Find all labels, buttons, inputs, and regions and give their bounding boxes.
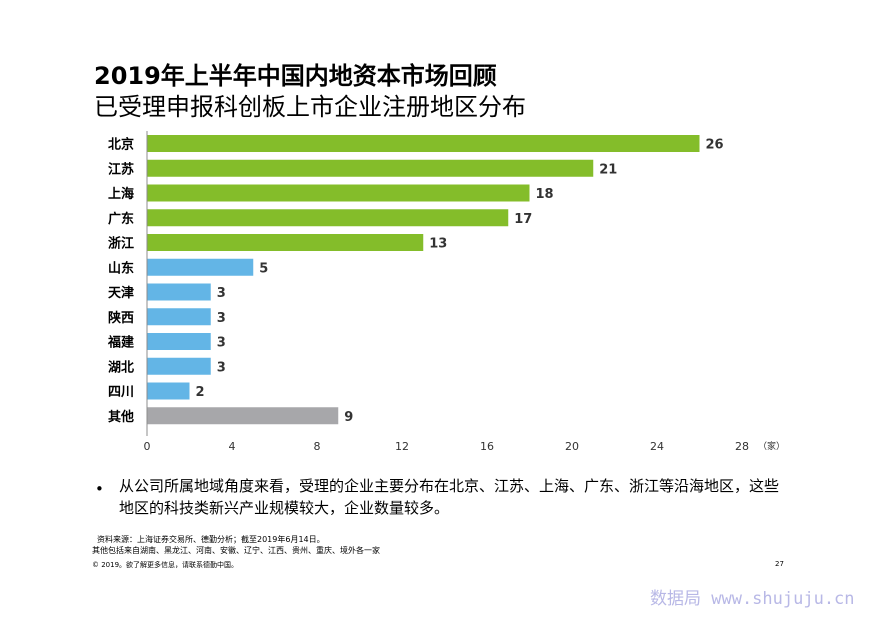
category-label: 山东 <box>108 260 134 276</box>
x-tick-label: 20 <box>565 440 579 453</box>
data-label: 13 <box>429 237 447 252</box>
data-label: 5 <box>259 261 268 276</box>
category-label: 湖北 <box>108 360 134 375</box>
category-label: 江苏 <box>108 161 134 177</box>
data-label: 17 <box>514 212 532 227</box>
x-tick-label: 12 <box>395 440 409 453</box>
x-tick-label: 4 <box>229 440 236 453</box>
data-label: 3 <box>217 336 226 351</box>
category-label: 北京 <box>108 137 134 153</box>
bar <box>147 258 254 276</box>
data-label: 21 <box>599 162 617 177</box>
data-label: 9 <box>344 410 353 425</box>
x-tick-label: 0 <box>144 440 151 453</box>
category-label: 浙江 <box>108 236 134 252</box>
category-label: 其他 <box>108 409 134 425</box>
bar <box>147 135 700 152</box>
bar <box>147 407 339 425</box>
x-tick-label: 8 <box>314 440 321 453</box>
data-label: 3 <box>217 360 226 375</box>
page-subtitle: 已受理申报科创板上市企业注册地区分布 <box>94 93 526 121</box>
data-label: 2 <box>196 385 205 400</box>
bar <box>147 357 211 375</box>
bar <box>147 234 424 251</box>
category-label: 上海 <box>108 186 134 202</box>
other-note: 其他包括来自湖南、黑龙江、河南、安徽、辽宁、江西、贵州、重庆、境外各一家 <box>92 546 380 555</box>
bar <box>147 382 190 400</box>
bullet-text: 从公司所属地域角度来看，受理的企业主要分布在北京、江苏、上海、广东、浙江等沿海地… <box>119 477 780 517</box>
category-label: 福建 <box>107 335 134 351</box>
data-label: 18 <box>536 187 554 202</box>
bar <box>147 184 530 202</box>
bar <box>147 209 509 227</box>
x-tick-label: 28 <box>735 440 749 453</box>
page-title: 2019年上半年中国内地资本市场回顾 <box>94 62 497 90</box>
x-tick-label: 16 <box>480 440 494 453</box>
data-label: 3 <box>217 311 226 326</box>
watermark: 数据局 www.shujuju.cn <box>650 589 855 609</box>
category-label: 天津 <box>108 285 134 301</box>
bar-chart: 北京 26 江苏 21 上海 18 广东 17 浙江 13 山东 5 天津 3 陕西 3 福建 3 湖北 3 四川 2 其他… <box>107 131 785 453</box>
bullet-icon: • <box>95 480 104 498</box>
category-label: 广东 <box>108 211 134 227</box>
source-note: 资料来源：上海证券交易所、德勤分析；截至2019年6月14日。 <box>97 535 325 544</box>
category-label: 陕西 <box>108 310 134 326</box>
bar <box>147 308 211 326</box>
data-label: 26 <box>706 138 724 153</box>
x-tick-label: 24 <box>650 440 664 453</box>
data-label: 3 <box>217 286 226 301</box>
bar <box>147 333 211 350</box>
page-number: 27 <box>775 560 784 568</box>
copyright: © 2019。欲了解更多信息，请联系德勤中国。 <box>92 561 239 569</box>
bar <box>147 283 211 301</box>
category-label: 四川 <box>108 385 134 400</box>
x-unit-label: （家） <box>758 440 785 452</box>
bar <box>147 159 594 177</box>
